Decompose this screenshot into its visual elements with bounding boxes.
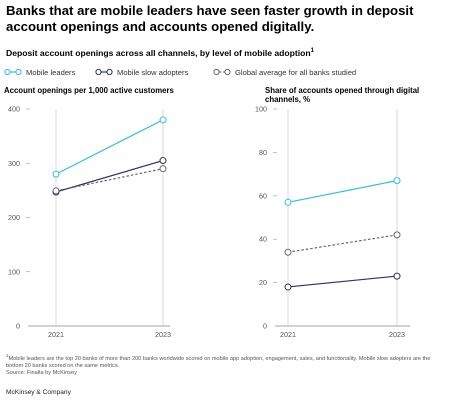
- footnote-marker: 1: [6, 353, 9, 358]
- data-point: [159, 157, 167, 165]
- legend-item-global-average: Global average for all banks studied: [213, 66, 356, 78]
- data-point: [393, 231, 401, 239]
- data-point: [284, 283, 292, 291]
- data-point: [393, 272, 401, 280]
- x-tick-label: 2021: [48, 330, 64, 339]
- y-tick-label: 20: [259, 278, 267, 287]
- legend-swatch-mobile-leaders: [4, 68, 22, 76]
- y-tick-label: 60: [259, 191, 267, 200]
- source-note: Source: Finalta by McKinsey: [6, 370, 77, 377]
- series-line: [55, 119, 164, 175]
- data-point: [393, 177, 401, 185]
- y-tick-label: 80: [259, 148, 267, 157]
- series-line: [287, 234, 398, 253]
- data-point: [284, 198, 292, 206]
- legend-label-mobile-leaders: Mobile leaders: [26, 67, 76, 77]
- left-panel-title: Account openings per 1,000 active custom…: [4, 86, 174, 95]
- legend-swatch-mobile-slow-adopters: [95, 68, 113, 76]
- data-point: [159, 116, 167, 124]
- series-line: [287, 275, 398, 288]
- series-line: [55, 159, 164, 193]
- y-tick-label: 200: [8, 213, 20, 222]
- x-tick-label: 2021: [280, 330, 296, 339]
- chart-title: Banks that are mobile leaders have seen …: [6, 3, 414, 34]
- legend-item-mobile-leaders: Mobile leaders: [4, 66, 75, 78]
- right-panel-title: Share of accounts opened through digital…: [265, 86, 420, 104]
- footnote-text: Mobile leaders are the top 20 banks of m…: [6, 355, 431, 370]
- subtitle-footnote-marker: 1: [310, 48, 315, 55]
- y-tick-label: 100: [255, 105, 267, 114]
- y-tick-label: 40: [259, 235, 267, 244]
- x-tick-label: 2023: [389, 330, 405, 339]
- brand-logo-text: McKinsey & Company: [6, 389, 71, 396]
- data-point: [52, 187, 60, 195]
- y-tick-label: 0: [263, 322, 267, 331]
- y-tick-label: 300: [8, 159, 20, 168]
- series-line: [55, 168, 164, 192]
- data-point: [159, 165, 167, 173]
- data-point: [52, 170, 60, 178]
- y-tick-label: 0: [16, 322, 20, 331]
- chart-subtitle: Deposit account openings across all chan…: [6, 48, 446, 58]
- subtitle-text: Deposit account openings across all chan…: [6, 48, 311, 58]
- data-point: [284, 248, 292, 256]
- series-line: [287, 180, 398, 203]
- legend-label-global-average: Global average for all banks studied: [235, 67, 357, 77]
- y-tick-label: 400: [8, 105, 20, 114]
- legend: Mobile leaders Mobile slow adopters Glob…: [0, 66, 451, 80]
- x-tick-label: 2023: [155, 330, 171, 339]
- legend-item-mobile-slow-adopters: Mobile slow adopters: [95, 66, 188, 78]
- y-tick-label: 100: [8, 267, 20, 276]
- legend-label-mobile-slow-adopters: Mobile slow adopters: [117, 67, 189, 77]
- footnote: 1Mobile leaders are the top 20 banks of …: [6, 352, 446, 378]
- legend-swatch-global-average: [213, 68, 231, 76]
